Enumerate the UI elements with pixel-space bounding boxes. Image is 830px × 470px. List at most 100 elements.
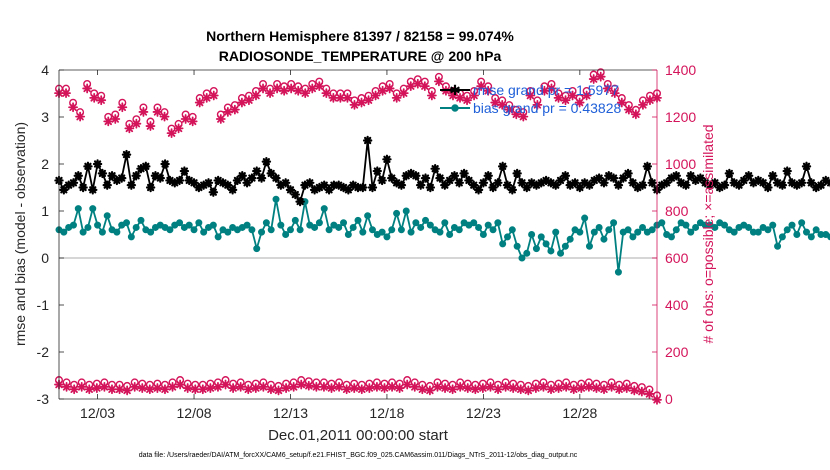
bias-point	[610, 219, 618, 227]
bias-point	[557, 249, 565, 257]
obs_possible_upper-point	[117, 98, 128, 113]
rmse-point	[507, 185, 518, 195]
bias-point	[190, 226, 198, 234]
obs_possible_lower-point	[182, 379, 193, 393]
rmse-point	[194, 182, 204, 193]
y-right-tick-label: 1000	[665, 156, 696, 172]
obs_possible_upper-point	[208, 86, 219, 101]
bias-point	[639, 223, 647, 231]
obs_possible_upper-point	[419, 77, 430, 91]
obs_possible_upper-point	[61, 84, 71, 99]
rmse-point	[305, 178, 315, 188]
obs_possible_upper-point	[511, 105, 522, 120]
bias-point	[60, 228, 68, 236]
rmse-point	[131, 171, 141, 181]
rmse-point	[435, 173, 445, 183]
obs_possible_lower-point	[591, 379, 602, 393]
rmse-point	[777, 180, 788, 190]
obs_possible_upper-point	[595, 68, 606, 82]
obs_possible_upper-point	[265, 84, 275, 99]
obs_possible_lower-point	[455, 378, 466, 392]
obs_possible_upper-point	[300, 84, 311, 99]
obs_possible_upper-point	[504, 101, 515, 115]
x-tick-label: 12/13	[273, 405, 308, 421]
rmse-point	[141, 161, 151, 172]
obs_possible_upper-point	[286, 79, 297, 94]
obs_possible_upper-point	[476, 77, 487, 91]
obs_possible_lower-point	[606, 378, 617, 392]
legend: ✱ rmse grand pr = 1.5977 bias grand pr =…	[440, 82, 621, 116]
bias-point	[489, 226, 497, 234]
obs_possible_lower-point	[84, 380, 95, 395]
rmse-point	[97, 168, 108, 179]
rmse-point	[454, 178, 464, 188]
rmse-point	[768, 171, 778, 181]
bias-point	[364, 212, 372, 220]
bias-point	[267, 226, 275, 234]
obs_possible_lower-point	[152, 379, 163, 393]
bias-point	[79, 228, 87, 236]
ticks-layer: -3 -2 -1 0 1 2 3 4 0 200 400 600 800 1000 1200 1400 12/0…	[37, 62, 697, 421]
rmse-point	[493, 178, 503, 188]
obs_possible_lower-point	[137, 379, 148, 393]
rmse-point	[295, 196, 305, 207]
bias-point	[426, 221, 434, 229]
bias-point	[412, 219, 420, 227]
obs_possible_lower-point	[409, 378, 420, 392]
bias-point	[248, 226, 256, 234]
obs_possible_upper-point	[201, 89, 212, 103]
rmse-point	[483, 171, 493, 181]
obs_possible_lower-point	[546, 380, 556, 395]
bias-point	[89, 205, 97, 213]
bias-point	[523, 249, 531, 257]
bias-point	[258, 228, 266, 236]
bias-point	[629, 233, 637, 241]
bias-point	[788, 221, 796, 229]
rmse-point	[763, 182, 773, 193]
rmse-point	[478, 178, 489, 188]
obs_possible_upper-point	[539, 82, 550, 96]
bias-point	[754, 228, 762, 236]
obs_possible_upper-point	[434, 72, 444, 87]
obs_possible_upper-point	[525, 86, 536, 101]
bias-point	[494, 219, 502, 227]
rmse-point	[425, 182, 436, 193]
rmse-point	[825, 178, 830, 188]
obs_possible_upper-point	[532, 96, 543, 110]
obs_possible_lower-point	[205, 379, 216, 393]
chart-title: Northern Hemisphere 81397 / 82158 = 99.0…	[206, 28, 514, 44]
obs_possible_upper-point	[518, 108, 529, 122]
obs_possible_upper-point	[237, 94, 247, 108]
bias-point	[687, 228, 695, 236]
obs_possible_lower-point	[334, 378, 344, 392]
rmse-point	[362, 135, 373, 146]
obs_possible_upper-point	[173, 119, 184, 134]
bias-point	[166, 226, 174, 234]
rmse-point	[261, 156, 272, 167]
obs_possible_lower-point	[144, 380, 155, 395]
bias-point	[672, 226, 680, 234]
obs_possible_upper-point	[609, 84, 620, 99]
rmse-point	[68, 178, 79, 188]
obs_possible_lower-point	[91, 379, 102, 393]
obs_possible_upper-point	[490, 94, 501, 108]
rmse-point	[555, 175, 566, 186]
obs-count-layer	[54, 68, 662, 405]
bias-point	[793, 231, 801, 238]
obs_possible_lower-point	[190, 380, 201, 395]
obs_possible_lower-point	[462, 379, 473, 393]
obs_possible_lower-point	[440, 379, 450, 393]
bias-point	[441, 219, 449, 227]
bias-point	[648, 226, 656, 234]
rmse-point	[473, 185, 484, 195]
obs_possible_upper-point	[314, 77, 325, 91]
rmse-point	[256, 173, 267, 183]
rmse-point	[551, 180, 561, 190]
obs_possible_upper-point	[82, 79, 93, 94]
obs_possible_upper-point	[75, 108, 86, 122]
rmse-point	[637, 180, 648, 190]
obs_possible_upper-point	[588, 70, 599, 84]
bias-point	[634, 228, 642, 236]
bias-point	[103, 212, 111, 220]
rmse-point	[444, 175, 455, 186]
